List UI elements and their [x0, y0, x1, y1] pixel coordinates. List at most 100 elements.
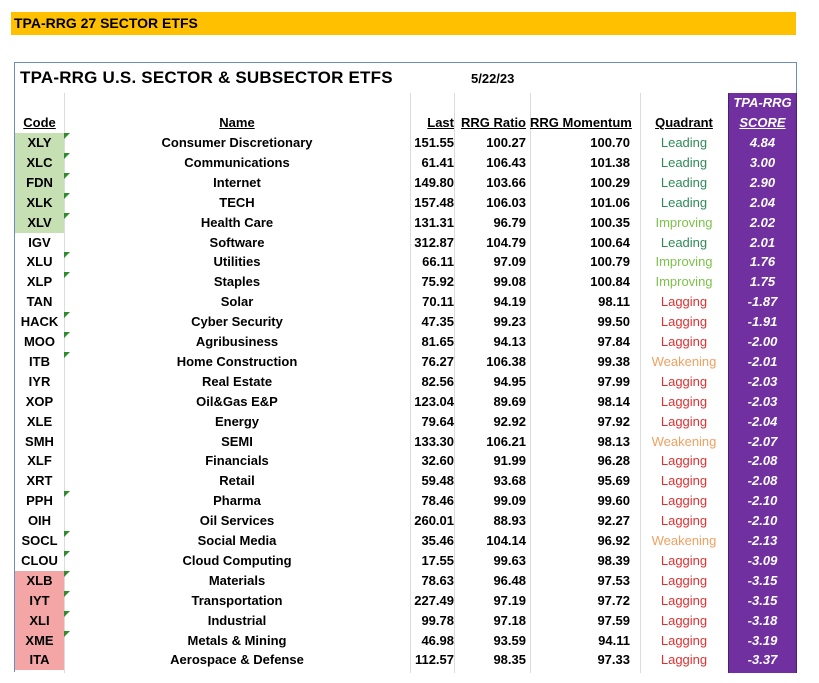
name-cell: Aerospace & Defense — [170, 652, 304, 668]
quadrant-cell: Lagging — [660, 453, 708, 469]
comment-flag-icon — [64, 630, 70, 637]
score-cell: 1.75 — [749, 274, 776, 290]
rrg-ratio-cell: 92.92 — [493, 413, 526, 429]
last-cell: 131.31 — [414, 214, 454, 230]
score-cell: -2.10 — [747, 513, 778, 529]
name-cell: Software — [209, 234, 265, 250]
quadrant-cell: Lagging — [660, 552, 708, 568]
header-quadrant: Quadrant — [655, 115, 713, 130]
score-column-background — [728, 93, 797, 673]
code-cell: XLC — [15, 152, 64, 173]
table-row: XLP Staples 75.92 99.08 100.84 Improving 1.75 — [15, 272, 796, 292]
rrg-momentum-cell: 99.38 — [597, 353, 630, 369]
rrg-momentum-cell: 94.11 — [598, 632, 630, 648]
name-cell: Oil Services — [199, 513, 275, 529]
score-cell: -2.04 — [747, 413, 778, 429]
code-cell: XLU — [26, 254, 53, 270]
etf-table: TPA-RRG U.S. SECTOR & SUBSECTOR ETFS 5/2… — [14, 62, 797, 673]
last-cell: 66.11 — [422, 254, 454, 270]
rrg-ratio-cell: 93.59 — [493, 632, 526, 648]
code-cell: PPH — [26, 493, 53, 509]
rrg-momentum-cell: 97.33 — [597, 652, 630, 668]
quadrant-cell: Lagging — [660, 632, 708, 648]
quadrant-cell: Lagging — [660, 334, 708, 349]
rrg-ratio-cell: 97.09 — [493, 254, 526, 270]
last-cell: 17.55 — [421, 552, 454, 568]
rrg-momentum-cell: 100.35 — [590, 214, 630, 230]
last-cell: 70.11 — [422, 294, 454, 310]
score-cell: -2.03 — [747, 393, 778, 409]
quadrant-cell: Lagging — [660, 473, 708, 489]
last-cell: 123.04 — [414, 393, 454, 409]
code-cell: XOP — [25, 393, 54, 409]
table-row: HACK Cyber Security 47.35 99.23 99.50 Lagging… — [15, 312, 796, 332]
comment-flag-icon — [64, 172, 70, 179]
last-cell: 75.92 — [421, 274, 454, 290]
last-cell: 76.27 — [421, 353, 454, 369]
comment-flag-icon — [64, 252, 70, 259]
quadrant-cell: Improving — [655, 274, 713, 290]
table-row: PPH Pharma 78.46 99.09 99.60 Lagging -2.10 — [15, 491, 796, 511]
rrg-ratio-cell: 104.14 — [486, 533, 526, 548]
rrg-ratio-cell: 99.63 — [493, 552, 526, 568]
rrg-ratio-cell: 93.68 — [493, 473, 526, 489]
name-cell: Health Care — [200, 214, 274, 230]
code-cell: XLB — [15, 570, 64, 591]
table-row: XLC Communications 61.41 106.43 101.38 Leadin… — [15, 152, 796, 173]
rrg-ratio-cell: 97.19 — [493, 592, 526, 608]
score-column-title: TPA-RRG — [733, 95, 792, 110]
last-cell: 133.30 — [414, 433, 454, 449]
score-cell: -1.87 — [747, 294, 778, 310]
comment-flag-icon — [64, 590, 70, 597]
header-rrg-momentum: RRG Momentum — [530, 115, 632, 130]
code-cell: MOO — [23, 334, 56, 349]
quadrant-cell: Weakening — [651, 433, 717, 449]
rrg-momentum-cell: 99.50 — [597, 314, 630, 330]
table-row: IYT Transportation 227.49 97.19 97.72 Lagging… — [15, 590, 796, 611]
table-row: XOP Oil&Gas E&P 123.04 89.69 98.14 Lagging -2.… — [15, 392, 796, 412]
name-cell: TECH — [219, 194, 255, 210]
quadrant-cell: Weakening — [651, 353, 717, 369]
quadrant-cell: Improving — [655, 214, 713, 230]
rrg-momentum-cell: 101.38 — [590, 154, 630, 170]
quadrant-cell: Leading — [660, 174, 708, 190]
last-cell: 112.57 — [414, 652, 454, 668]
rrg-ratio-cell: 99.09 — [493, 493, 526, 509]
score-cell: -1.91 — [747, 314, 778, 330]
name-cell: Financials — [205, 453, 269, 469]
quadrant-cell: Lagging — [660, 513, 708, 529]
rrg-ratio-cell: 104.79 — [486, 234, 526, 250]
rrg-momentum-cell: 97.59 — [597, 612, 630, 628]
last-cell: 61.41 — [421, 154, 454, 170]
rrg-momentum-cell: 98.14 — [597, 393, 630, 409]
last-cell: 59.48 — [421, 473, 454, 489]
rrg-momentum-cell: 98.13 — [597, 433, 630, 449]
table-row: XLV Health Care 131.31 96.79 100.35 Improving… — [15, 212, 796, 233]
last-cell: 79.64 — [421, 413, 454, 429]
header-code: Code — [23, 115, 56, 130]
name-cell: Communications — [184, 154, 290, 170]
name-cell: Energy — [214, 413, 260, 429]
rrg-momentum-cell: 99.60 — [597, 493, 630, 509]
comment-flag-icon — [64, 570, 70, 577]
table-row: CLOU Cloud Computing 17.55 99.63 98.39 Laggin… — [15, 550, 796, 571]
score-cell: 4.84 — [749, 135, 776, 150]
quadrant-cell: Lagging — [660, 413, 708, 429]
rrg-momentum-cell: 92.27 — [597, 513, 630, 529]
rrg-momentum-cell: 100.70 — [590, 135, 630, 150]
code-cell: SOCL — [21, 533, 58, 548]
rrg-momentum-cell: 97.92 — [597, 413, 630, 429]
quadrant-cell: Leading — [660, 154, 708, 170]
last-cell: 35.46 — [421, 533, 454, 548]
score-cell: -3.15 — [747, 592, 778, 608]
quadrant-cell: Lagging — [660, 652, 708, 668]
rrg-ratio-cell: 94.19 — [493, 294, 526, 310]
rrg-ratio-cell: 106.43 — [486, 154, 526, 170]
name-cell: Transportation — [191, 592, 283, 608]
header-last: Last — [427, 115, 454, 130]
code-cell: ITB — [29, 353, 50, 369]
rrg-ratio-cell: 88.93 — [493, 513, 526, 529]
last-cell: 151.55 — [414, 135, 454, 150]
comment-flag-icon — [64, 351, 70, 358]
title-row: TPA-RRG U.S. SECTOR & SUBSECTOR ETFS 5/2… — [15, 63, 796, 93]
